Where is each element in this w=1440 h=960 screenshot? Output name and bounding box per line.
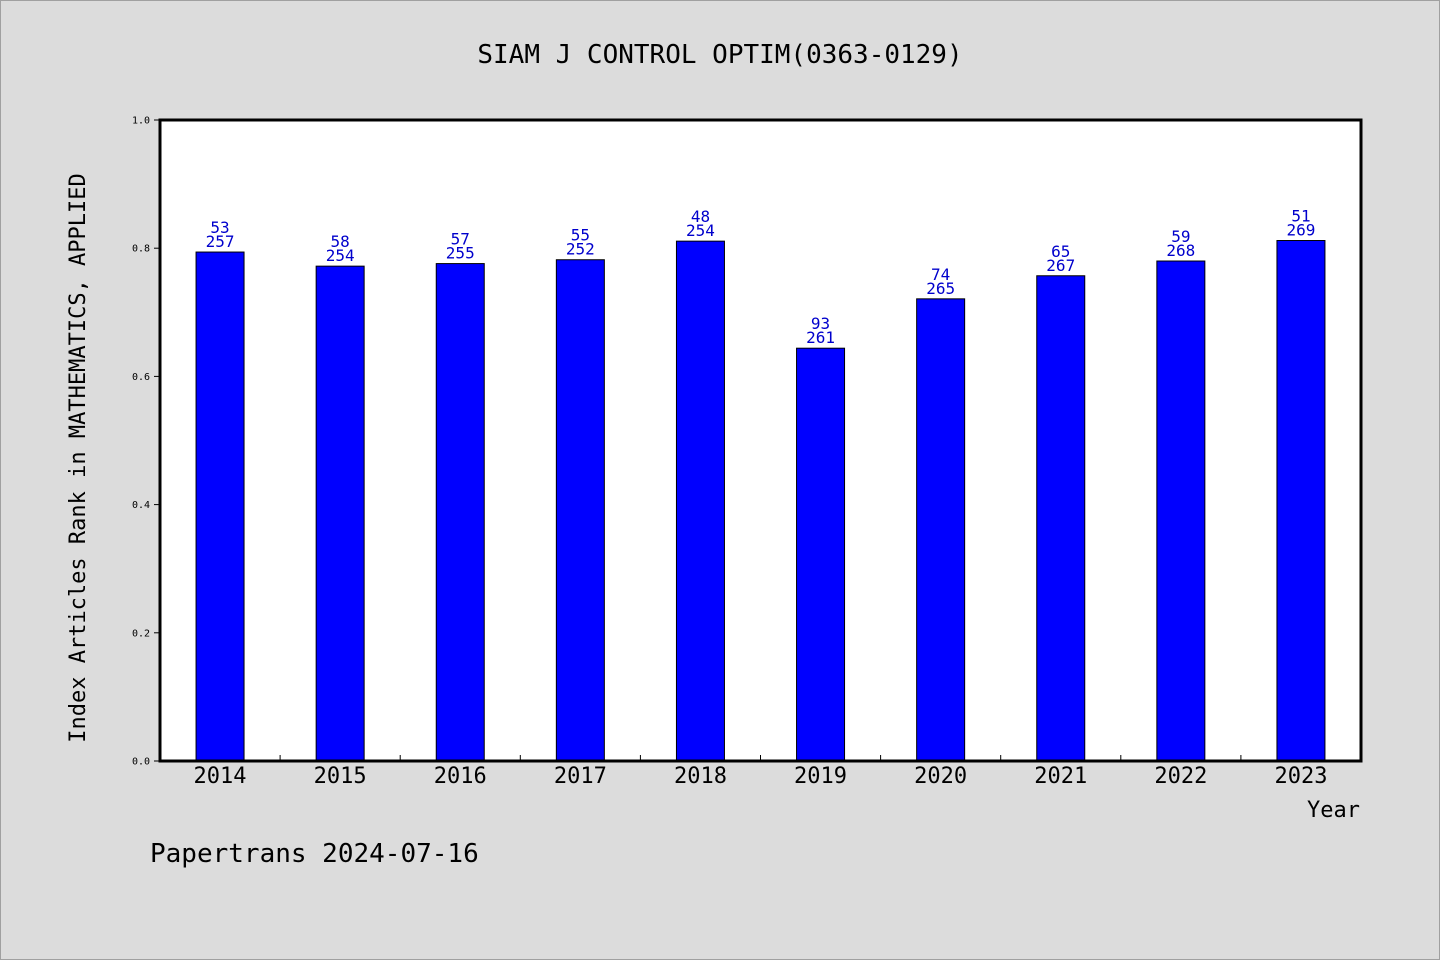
bar-label-top: 93 [811, 314, 830, 333]
bar-label-top: 57 [451, 230, 470, 249]
bar-label-bottom: 254 [326, 246, 355, 265]
bar-series [195, 240, 1326, 762]
bar-label-top: 48 [691, 207, 710, 226]
bar-label-top: 59 [1171, 227, 1190, 246]
bar-2015 [315, 265, 365, 762]
y-tick-label: 0.6 [132, 372, 150, 383]
bar-label-bottom: 265 [926, 279, 955, 298]
x-tick-label: 2016 [434, 764, 487, 789]
y-tick-label: 1.0 [132, 116, 150, 127]
bar-label-bottom: 268 [1166, 241, 1195, 260]
bar-label-bottom: 261 [806, 328, 835, 347]
bar-label-top: 51 [1291, 207, 1310, 226]
bar-2020 [916, 298, 966, 762]
bar-label-bottom: 257 [206, 232, 235, 251]
footer-credit: Papertrans 2024-07-16 [150, 839, 479, 869]
bar-2022 [1156, 260, 1206, 762]
x-tick-label: 2014 [194, 764, 247, 789]
bar-label-top: 53 [210, 218, 229, 237]
x-tick-label: 2019 [794, 764, 847, 789]
x-axis-label: Year [1307, 798, 1360, 823]
bar-label-top: 58 [331, 232, 350, 251]
x-axis: 2014 2015 2016 2017 2018 2019 2020 2021 2022 2023 [194, 755, 1327, 789]
x-tick-label: 2020 [914, 764, 967, 789]
x-tick-label: 2017 [554, 764, 607, 789]
bar-2017 [555, 259, 605, 762]
bar-label-bottom: 267 [1046, 256, 1075, 275]
x-tick-label: 2015 [314, 764, 367, 789]
y-tick-label: 0.8 [132, 244, 150, 255]
bar-label-bottom: 254 [686, 221, 715, 240]
bar-2014 [195, 251, 245, 762]
bar-label-bottom: 255 [446, 244, 475, 263]
x-tick-label: 2022 [1154, 764, 1207, 789]
x-tick-label: 2018 [674, 764, 727, 789]
plot-border [158, 118, 1363, 763]
y-axis-label: Index Articles Rank in MATHEMATICS, APPL… [66, 173, 91, 743]
x-tick-label: 2021 [1034, 764, 1087, 789]
x-tick-label: 2023 [1274, 764, 1327, 789]
bar-2019 [796, 347, 846, 762]
bar-label-top: 65 [1051, 242, 1070, 261]
chart-title: SIAM J CONTROL OPTIM(0363-0129) [477, 40, 962, 70]
bar-label-top: 74 [931, 265, 950, 284]
bar-2021 [1036, 275, 1086, 762]
bar-2016 [435, 263, 485, 762]
bar-label-bottom: 269 [1286, 221, 1315, 240]
bar-2018 [675, 240, 725, 762]
y-tick-label: 0.2 [132, 628, 150, 639]
bar-label-bottom: 252 [566, 240, 595, 259]
y-tick-label: 0.4 [132, 500, 150, 511]
bar-2023 [1276, 240, 1326, 762]
y-tick-label: 0.0 [132, 757, 150, 768]
bar-label-top: 55 [571, 226, 590, 245]
y-axis: 0.0 0.2 0.4 0.6 0.8 1.0 [132, 116, 160, 768]
